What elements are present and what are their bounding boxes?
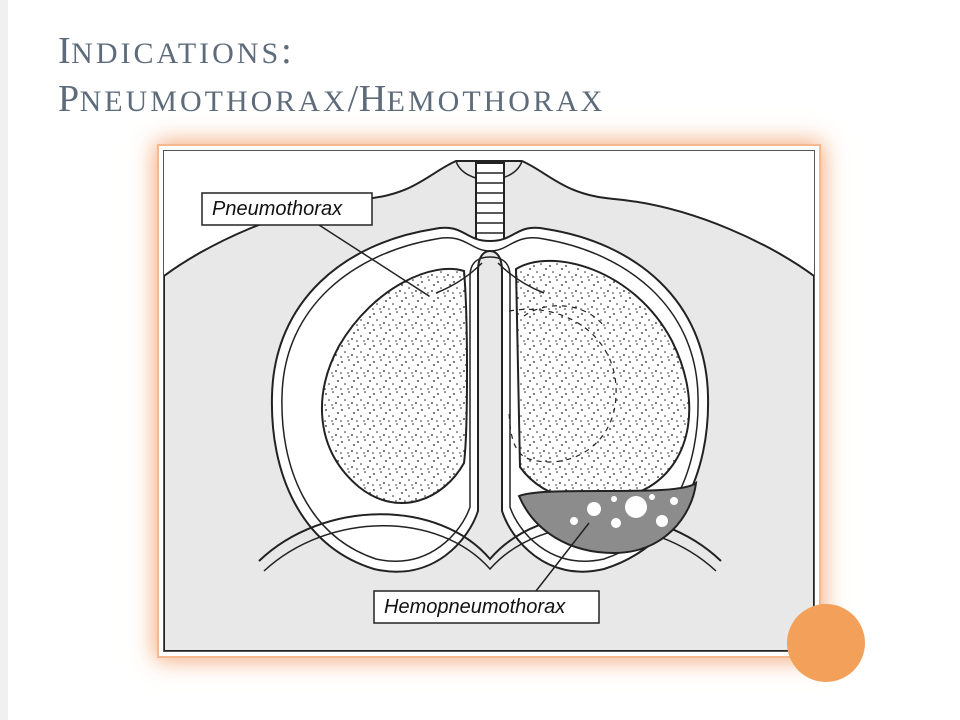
label-text-hemopneumothorax: Hemopneumothorax <box>384 596 566 618</box>
slide-title: INDICATIONS: PNEUMOTHORAX/HEMOTHORAX <box>58 28 605 123</box>
slide: INDICATIONS: PNEUMOTHORAX/HEMOTHORAX <box>0 0 960 720</box>
anatomy-figure: Pneumothorax Hemopneumothorax <box>163 150 815 652</box>
title-cap-2: P <box>58 78 80 120</box>
label-text-pneumothorax: Pneumothorax <box>212 198 343 220</box>
title-sc-1: NDICATIONS <box>71 37 281 70</box>
title-slash: / <box>348 78 359 120</box>
accent-circle-icon <box>787 604 865 682</box>
title-sc-3: EMOTHORAX <box>387 85 606 118</box>
title-cap-3: H <box>359 78 387 120</box>
title-cap-1: I <box>58 30 71 72</box>
trachea <box>476 163 504 241</box>
anatomy-svg: Pneumothorax Hemopneumothorax <box>164 151 814 651</box>
title-sc-2: NEUMOTHORAX <box>80 85 348 118</box>
title-punct: : <box>281 30 292 72</box>
